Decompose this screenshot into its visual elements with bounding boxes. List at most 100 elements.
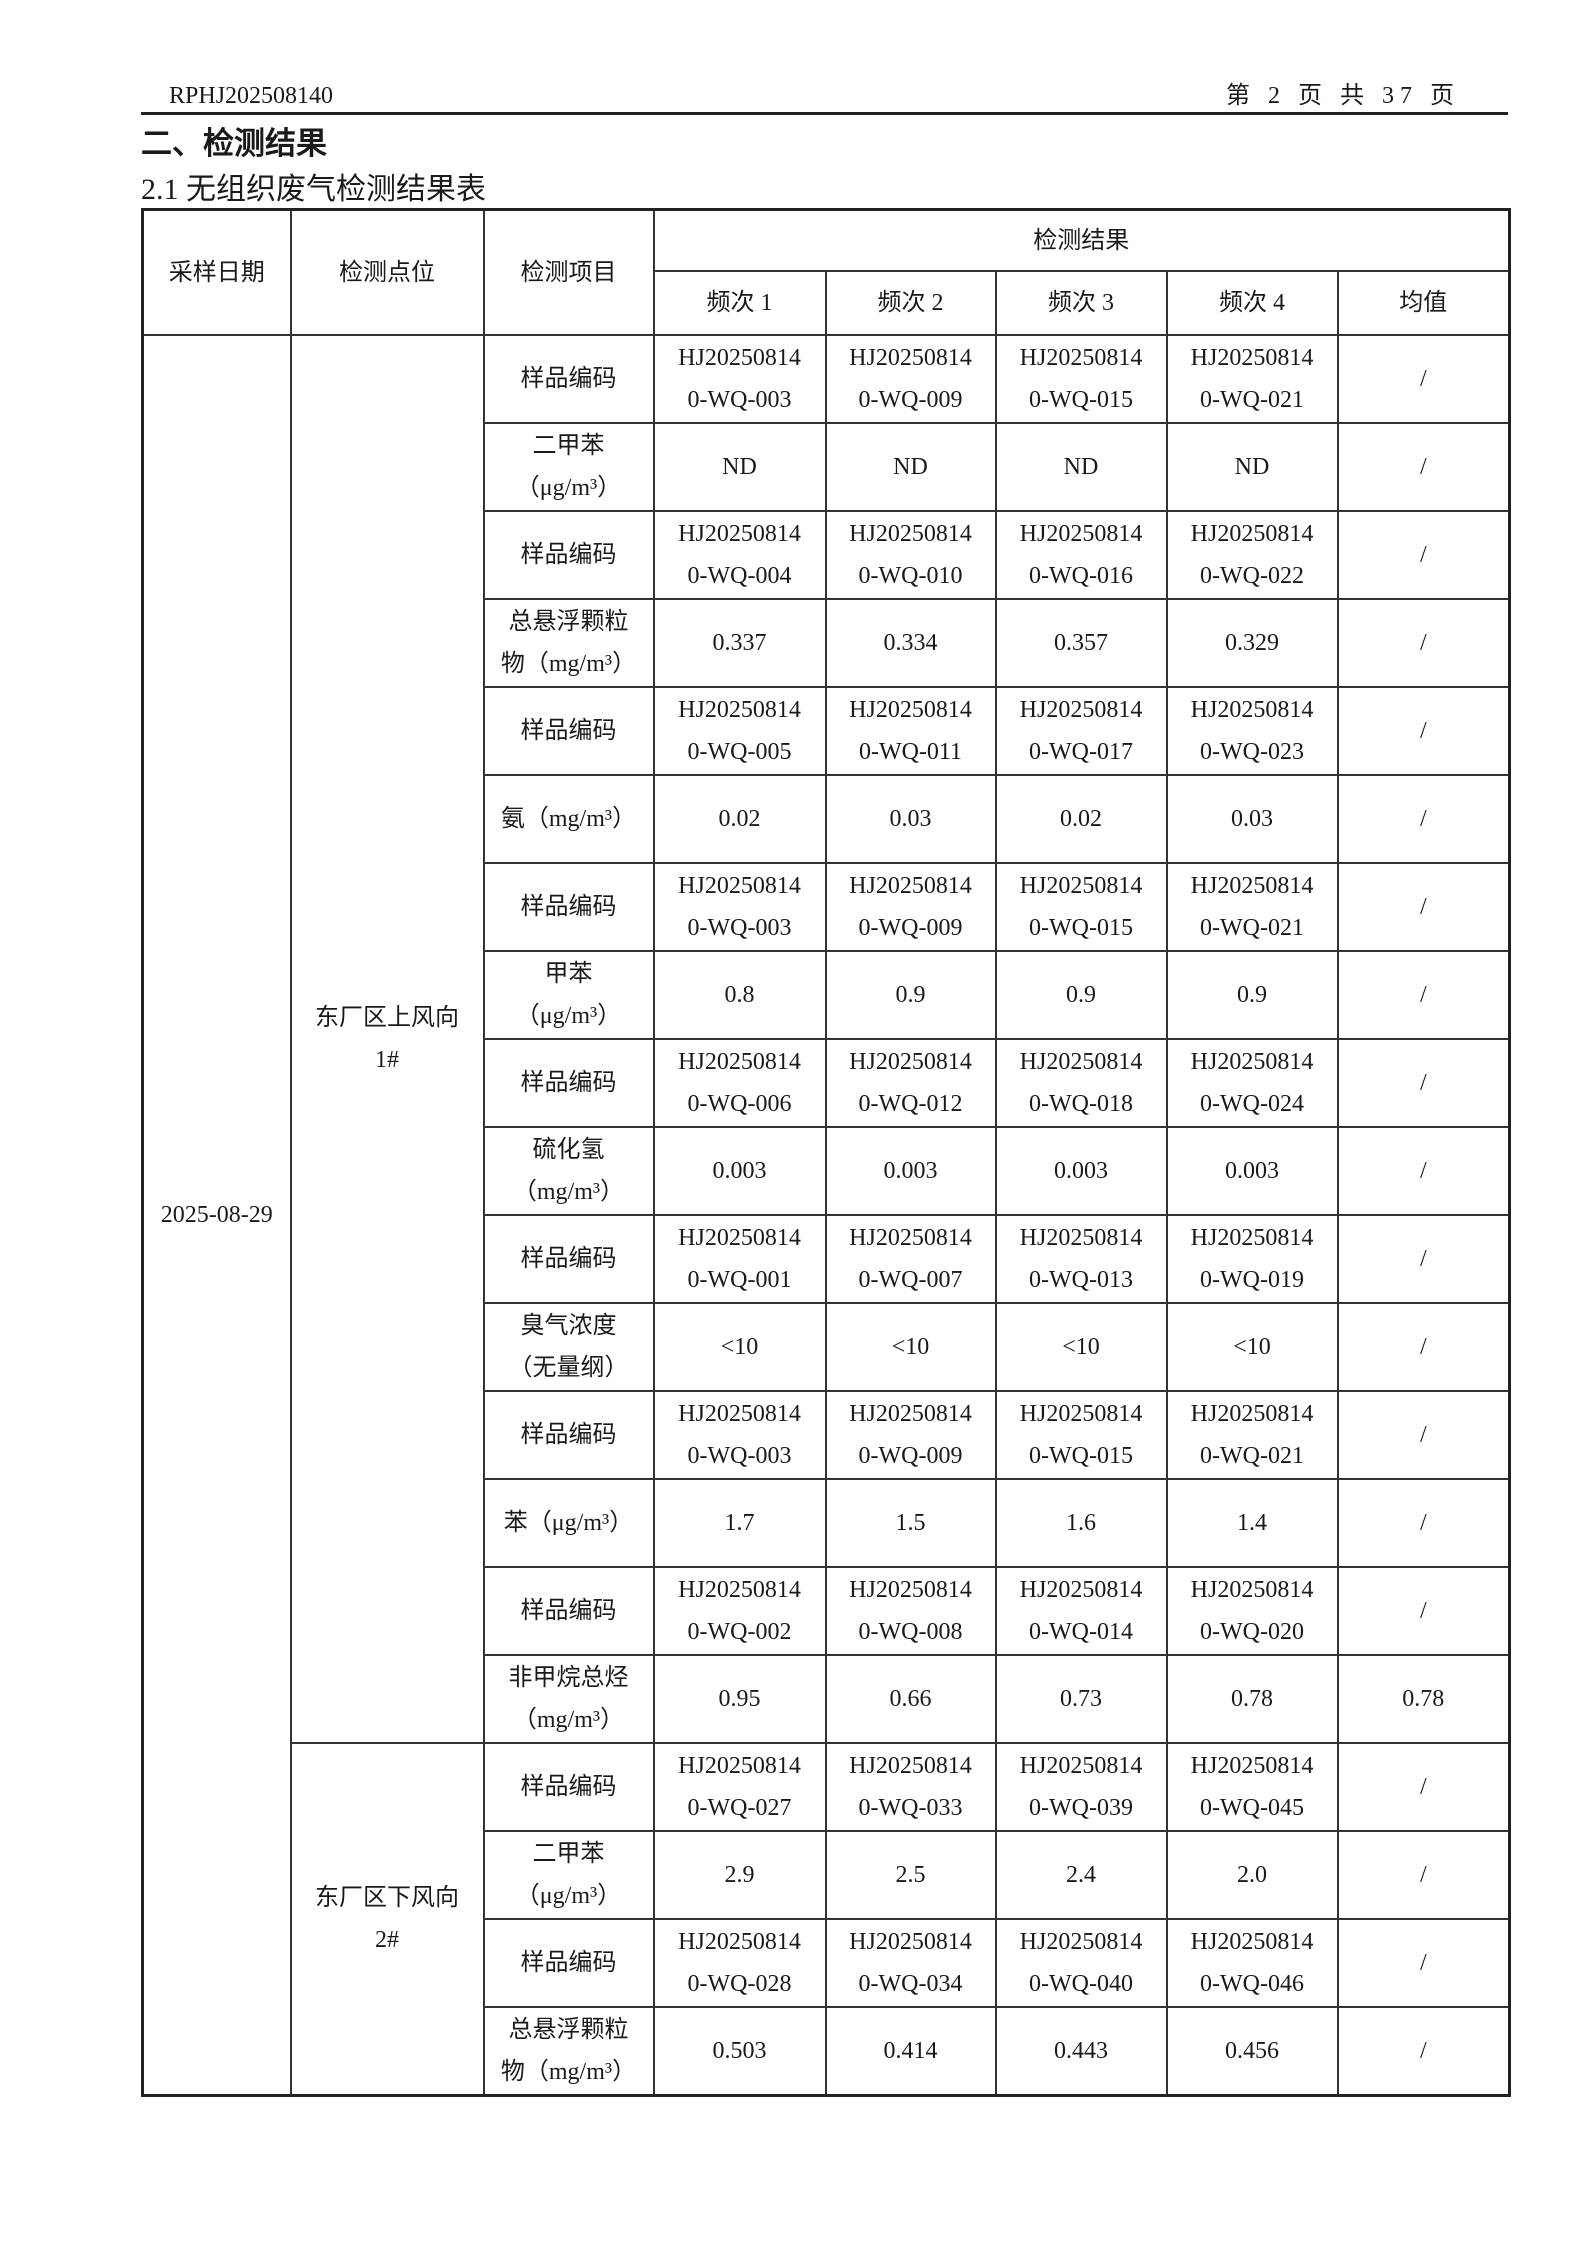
cell-text: 2.9 [724, 1862, 755, 1888]
col-header-item: 检测项目 [482, 208, 655, 336]
mean-value: 0.78 [1336, 1654, 1511, 1744]
table-row: 臭气浓度 （无量纲） <10 <10 <10 <10 / [143, 1302, 1511, 1392]
cell-text: 0.9 [1237, 982, 1267, 1008]
freq-3-value: HJ20250814 0-WQ-018 [994, 1038, 1168, 1128]
cell-text: 0-WQ-022 [1200, 563, 1304, 589]
item-name: 总悬浮颗粒 物（mg/m³） [482, 2006, 655, 2097]
freq-2-value: HJ20250814 0-WQ-011 [824, 686, 997, 776]
freq-1-value: HJ20250814 0-WQ-003 [652, 862, 827, 952]
table-row: 总悬浮颗粒 物（mg/m³） 0.337 0.334 0.357 0.329 / [143, 598, 1511, 688]
cell-text: HJ20250814 [678, 1577, 801, 1603]
cell-text: 0.456 [1225, 2038, 1279, 2064]
freq-3-value: 0.73 [994, 1654, 1168, 1744]
page-header: RPHJ202508140 第 2 页 共 37 页 [141, 80, 1508, 115]
cell-text: 样品编码 [520, 366, 617, 392]
freq-2-value: HJ20250814 0-WQ-009 [824, 862, 997, 952]
mean-value: / [1336, 862, 1511, 952]
freq-1-value: HJ20250814 0-WQ-027 [652, 1742, 827, 1832]
freq-4-value: HJ20250814 0-WQ-024 [1165, 1038, 1339, 1128]
cell-text: / [1419, 1422, 1427, 1448]
cell-text: （mg/m³） [512, 1707, 625, 1733]
cell-text: / [1419, 1950, 1427, 1976]
report-number: RPHJ202508140 [169, 83, 334, 109]
freq-3-value: 0.003 [994, 1126, 1168, 1216]
item-name: 二甲苯 （μg/m³） [482, 1830, 655, 1920]
cell-text: 苯（μg/m³） [503, 1510, 634, 1536]
cell-text: HJ20250814 [678, 873, 801, 899]
mean-value: / [1336, 598, 1511, 688]
item-name: 苯（μg/m³） [482, 1478, 655, 1568]
cell-text: 硫化氢 [532, 1137, 605, 1163]
mean-value: / [1336, 1126, 1511, 1216]
col-header-date: 采样日期 [141, 208, 292, 336]
cell-text: 样品编码 [520, 1246, 617, 1272]
freq-2-value: HJ20250814 0-WQ-007 [824, 1214, 997, 1304]
cell-text: HJ20250814 [849, 1049, 972, 1075]
cell-text: 0-WQ-021 [1200, 915, 1304, 941]
cell-text: HJ20250814 [678, 1929, 801, 1955]
item-name: 样品编码 [482, 1742, 655, 1832]
cell-text: HJ20250814 [1190, 345, 1314, 371]
cell-text: 0.003 [712, 1158, 767, 1184]
item-name: 臭气浓度 （无量纲） [482, 1302, 655, 1392]
cell-text: 0-WQ-010 [858, 563, 963, 589]
freq-2-value: 2.5 [824, 1830, 997, 1920]
cell-text: HJ20250814 [849, 1577, 972, 1603]
cell-text: HJ20250814 [1190, 1753, 1314, 1779]
mean-value: / [1336, 1038, 1511, 1128]
cell-text: / [1419, 2038, 1427, 2064]
cell-text: HJ20250814 [1019, 1929, 1143, 1955]
table-row: 甲苯 （μg/m³） 0.8 0.9 0.9 0.9 / [143, 950, 1511, 1040]
col-header-site: 检测点位 [289, 208, 485, 336]
item-name: 非甲烷总烃 （mg/m³） [482, 1654, 655, 1744]
cell-text: 样品编码 [520, 718, 617, 744]
freq-1-value: HJ20250814 0-WQ-006 [652, 1038, 827, 1128]
cell-text: 0-WQ-005 [687, 739, 792, 765]
cell-text: HJ20250814 [678, 345, 801, 371]
cell-text: 0-WQ-033 [858, 1795, 963, 1821]
table-row: 二甲苯 （μg/m³） ND ND ND ND / [143, 422, 1511, 512]
cell-text: 0-WQ-023 [1200, 739, 1304, 765]
table-row: 样品编码 HJ20250814 0-WQ-001 HJ20250814 0-WQ-007… [143, 1214, 1511, 1304]
item-name: 样品编码 [482, 1038, 655, 1128]
freq-2-value: ND [824, 422, 997, 512]
table-row: 氨（mg/m³） 0.02 0.03 0.02 0.03 / [143, 774, 1511, 864]
cell-text: 0-WQ-015 [1029, 915, 1133, 941]
cell-text: / [1419, 894, 1427, 920]
table-row: 总悬浮颗粒 物（mg/m³） 0.503 0.414 0.443 0.456 / [143, 2006, 1511, 2097]
item-name: 样品编码 [482, 862, 655, 952]
freq-4-value: HJ20250814 0-WQ-023 [1165, 686, 1339, 776]
table-row: 样品编码 HJ20250814 0-WQ-005 HJ20250814 0-WQ-011… [143, 686, 1511, 776]
item-name: 氨（mg/m³） [482, 774, 655, 864]
cell-text: 1# [375, 1047, 399, 1073]
cell-text: 0.78 [1231, 1686, 1273, 1712]
cell-text: / [1419, 1598, 1427, 1624]
freq-2-value: HJ20250814 0-WQ-009 [824, 1390, 997, 1480]
freq-3-value: HJ20250814 0-WQ-013 [994, 1214, 1168, 1304]
mean-value: / [1336, 1302, 1511, 1392]
cell-text: 0-WQ-006 [687, 1091, 792, 1117]
freq-4-value: 0.456 [1165, 2006, 1339, 2097]
item-name: 样品编码 [482, 510, 655, 600]
col-header-freq-2: 频次 2 [824, 270, 997, 336]
cell-text: HJ20250814 [678, 1049, 801, 1075]
cell-text: / [1419, 1070, 1427, 1096]
cell-text: 0.443 [1054, 2038, 1108, 2064]
cell-text: HJ20250814 [1190, 697, 1314, 723]
freq-4-value: HJ20250814 0-WQ-045 [1165, 1742, 1339, 1832]
table-row: 硫化氢 （mg/m³） 0.003 0.003 0.003 0.003 / [143, 1126, 1511, 1216]
mean-value: / [1336, 510, 1511, 600]
results-table: 采样日期 检测点位 检测项目 检测结果 频次 1 频次 2 频次 3 频次 4 … [141, 208, 1512, 2097]
cell-text: / [1419, 982, 1427, 1008]
item-name: 样品编码 [482, 334, 655, 424]
cell-text: HJ20250814 [1019, 345, 1143, 371]
mean-value: / [1336, 1478, 1511, 1568]
cell-text: 0.8 [724, 982, 755, 1008]
cell-text: / [1419, 806, 1427, 832]
cell-text: 0.414 [883, 2038, 938, 2064]
cell-text: 0.95 [718, 1686, 761, 1712]
table-title: 2.1 无组织废气检测结果表 [141, 173, 486, 206]
freq-1-value: 0.8 [652, 950, 827, 1040]
cell-text: HJ20250814 [1190, 873, 1314, 899]
cell-text: / [1419, 542, 1427, 568]
